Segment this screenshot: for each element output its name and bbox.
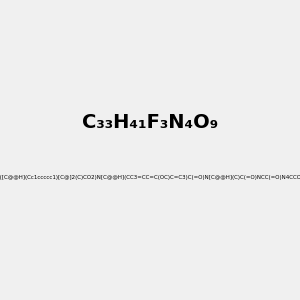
Text: O=C([C@@H](Cc1ccccc1)[C@]2(C)CO2)N[C@@H](CC3=CC=C(OC)C=C3)C(=O)N[C@@H](C)C(=O)NC: O=C([C@@H](Cc1ccccc1)[C@]2(C)CO2)N[C@@H]…	[0, 175, 300, 179]
Text: C₃₃H₄₁F₃N₄O₉: C₃₃H₄₁F₃N₄O₉	[82, 113, 218, 133]
